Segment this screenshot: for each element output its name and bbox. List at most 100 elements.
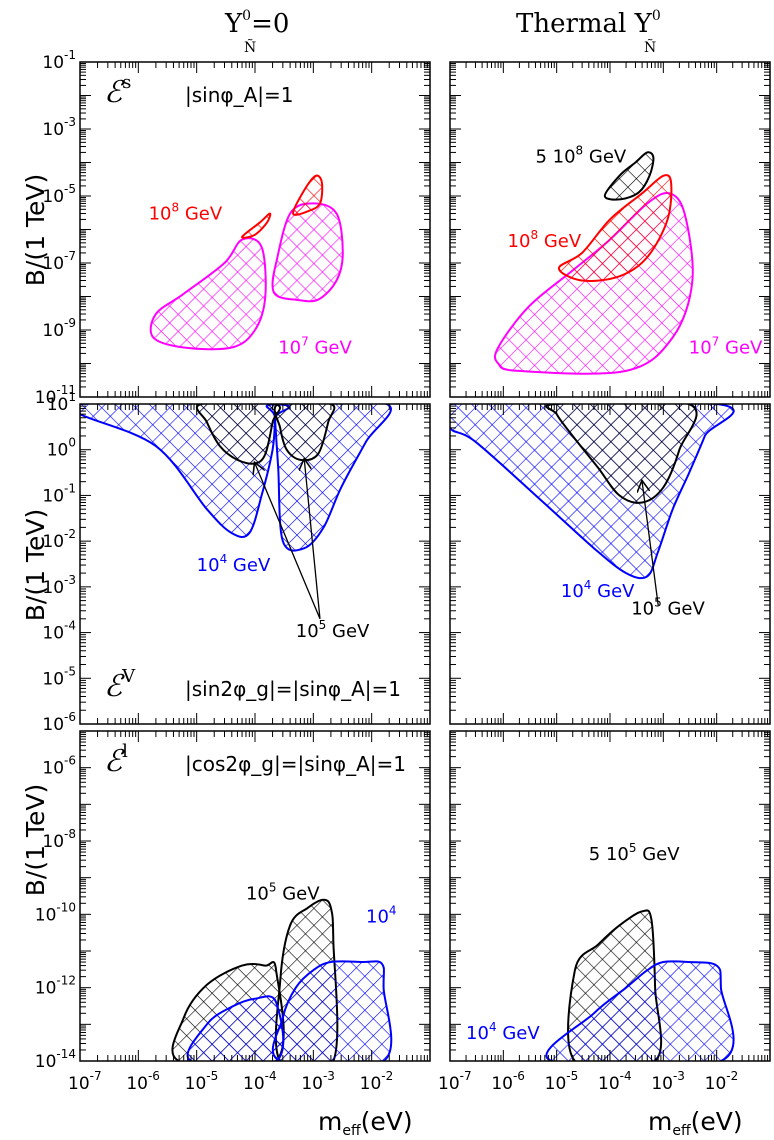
y-ticks — [450, 405, 770, 725]
y-tick-label: 10-1 — [42, 481, 76, 506]
x-tick-label: 10-2 — [705, 1069, 739, 1094]
x-tick-label: 10-6 — [491, 1069, 525, 1094]
region-red-2 — [557, 174, 673, 282]
y-tick-label: 10-5 — [42, 182, 76, 207]
panel-s-right: 5 108​ GeV 108​ GeV 107​ GeV — [449, 61, 771, 398]
y-tick-label: 10-11 — [35, 383, 76, 408]
region-label-1: 104​ GeV — [197, 552, 271, 576]
x-axis-label-right: meff(eV) — [648, 1107, 743, 1139]
y-ticks — [450, 63, 770, 398]
x-tick-label: 10-6 — [126, 1069, 160, 1094]
y-tick-label: 10-7 — [42, 249, 76, 274]
y-tick-label: 10-8 — [42, 827, 76, 852]
y-ticks — [80, 63, 430, 398]
x-tick-label: 10-4 — [243, 1069, 277, 1094]
y-tick-label: 10-2 — [42, 527, 76, 552]
y-tick-label: 10-1 — [42, 48, 76, 73]
y-tick-label: 10-5 — [42, 664, 76, 689]
region-label-1: 104​ GeV — [561, 578, 635, 602]
operator-label: ℰV — [104, 666, 136, 704]
region-red-4 — [292, 174, 324, 216]
panel-plot-area — [149, 174, 344, 351]
y-ticks — [80, 732, 430, 1062]
y-tick-label: 10-12 — [35, 974, 76, 999]
annotation-arrow-1 — [642, 482, 659, 606]
x-ticks — [79, 731, 428, 1061]
y-tick-label: 100 — [47, 436, 76, 461]
x-tick-label: 10-3 — [301, 1069, 335, 1094]
panel-l-right: 5 105​ GeV 104​ GeV 10-7 10-6 10-5 10-4 10-3 10… — [438, 730, 771, 1094]
region-label-3: 107​ GeV — [689, 334, 763, 358]
region-magenta-1 — [149, 237, 267, 351]
y-tick-label: 10-14 — [35, 1047, 76, 1072]
y-ticks — [80, 405, 430, 725]
region-label-2: 105​ GeV — [631, 595, 705, 619]
region-blue-3 — [186, 995, 285, 1061]
operator-label: ℰl — [104, 741, 128, 779]
operator-label: ℰs — [104, 72, 131, 110]
x-tick-label: 10-2 — [360, 1069, 394, 1094]
panel-plot-area — [493, 151, 694, 375]
region-label-1: 108​ GeV — [149, 200, 223, 224]
y-axis-label-row-1: B/(1 TeV) — [21, 174, 50, 286]
x-tick-label: 10-5 — [545, 1069, 579, 1094]
column-title-left-main: Y — [224, 9, 243, 39]
x-ticks — [449, 731, 769, 1061]
x-tick-label: 10-4 — [598, 1069, 632, 1094]
y-ticks — [450, 732, 770, 1062]
region-label-2: 104​ GeV — [466, 1020, 540, 1044]
region-label-2: 105​ GeV — [296, 618, 370, 642]
x-ticks — [79, 404, 428, 724]
y-tick-label: 10-9 — [42, 316, 76, 341]
y-tick-label: 10-3 — [42, 115, 76, 140]
condition-label: |cos2φ_g|=|sinφ_A|=1 — [185, 752, 406, 776]
panel-s-left: 108​ GeV 107​ GeV 10-11 10-9 10-7 10-5 10-3 10-… — [35, 48, 431, 408]
region-label-2: 104​ — [366, 903, 397, 927]
column-title-right-sub: Ñ — [644, 38, 656, 56]
x-tick-label: 10-7 — [438, 1069, 472, 1094]
panels: 108​ GeV 107​ GeV 10-11 10-9 10-7 10-5 10-3 10-… — [35, 48, 771, 1094]
panel-plot-area — [545, 909, 735, 1061]
region-label-2: 107​ GeV — [278, 334, 352, 358]
x-axis-label-left: meff(eV) — [318, 1107, 413, 1139]
region-label-1: 5 105​ GeV — [589, 841, 680, 865]
condition-label: |sinφ_A|=1 — [185, 83, 294, 107]
column-title-right-main: Thermal Y — [516, 9, 653, 39]
y-tick-label: 101 — [47, 390, 76, 415]
y-tick-label: 10-10 — [35, 900, 76, 925]
x-tick-label: 10-3 — [651, 1069, 685, 1094]
x-ticks — [449, 404, 769, 724]
x-tick-label: 10-5 — [185, 1069, 219, 1094]
panel-plot-area — [80, 404, 392, 552]
region-red-3 — [241, 212, 272, 239]
x-ticks — [449, 62, 769, 397]
region-magenta-2 — [271, 202, 344, 303]
svg-text:meff(eV): meff(eV) — [318, 1107, 413, 1139]
region-label-1: 105​ GeV — [246, 881, 320, 905]
y-axis-label-row-2: B/(1 TeV) — [21, 509, 50, 621]
condition-label: |sin2φ_g|=|sinφ_A|=1 — [185, 677, 401, 701]
panel-l-left: 105​ GeV 104​ 10-14 10-12 10-10 10-8 10-6 10-7 1… — [35, 730, 431, 1094]
annotation-arrow-1 — [255, 463, 321, 620]
region-label-2: 108​ GeV — [508, 228, 582, 252]
panel-plot-area — [450, 404, 735, 580]
annotation-arrow-2 — [304, 460, 321, 619]
region-blue-4 — [271, 960, 393, 1061]
column-title-left: Y0=0 Ñ — [224, 8, 289, 56]
region-black-2 — [545, 404, 698, 504]
y-tick-label: 10-6 — [42, 710, 76, 735]
column-title-right: Thermal Y0 Ñ — [516, 8, 661, 56]
svg-text:meff(eV): meff(eV) — [648, 1107, 743, 1139]
y-tick-label: 10-4 — [42, 619, 76, 644]
x-tick-label: 10-7 — [68, 1069, 102, 1094]
column-title-left-sub: Ñ — [244, 38, 256, 56]
region-black-3 — [603, 151, 655, 201]
y-tick-label: 10-3 — [42, 573, 76, 598]
y-tick-label: 10-6 — [42, 754, 76, 779]
svg-text:Thermal Y0: Thermal Y0 — [516, 8, 661, 39]
panel-plot-area — [171, 898, 393, 1061]
svg-text:Y0=0: Y0=0 — [224, 8, 289, 39]
panel-v-left: 104​ GeV 105​ GeV 10-6 10-5 10-4 10-3 10-2 10-1… — [42, 390, 431, 735]
